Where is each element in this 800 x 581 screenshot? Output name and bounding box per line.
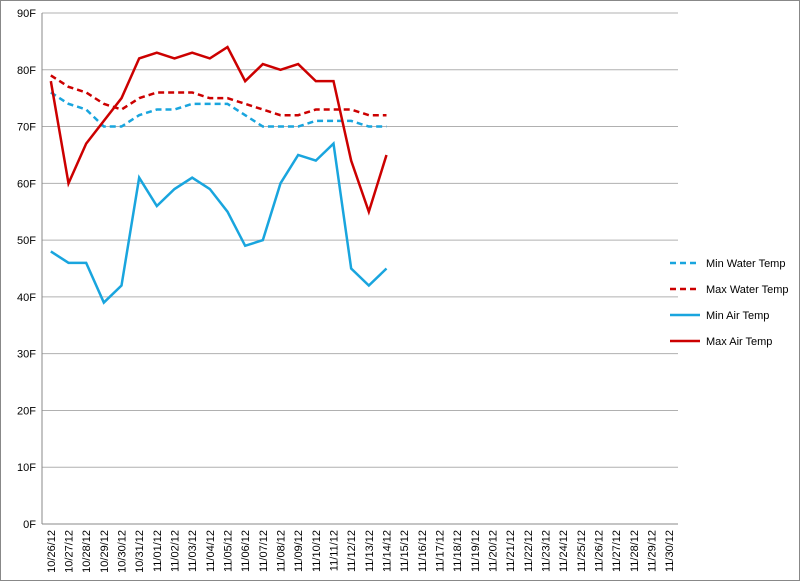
x-tick-label: 11/17/12 [435, 530, 447, 572]
series-line [50, 140, 388, 305]
x-tick-label: 11/06/12 [240, 530, 252, 572]
x-tick-label: 11/13/12 [364, 530, 376, 572]
x-tick-label: 11/01/12 [152, 530, 164, 572]
x-tick-label: 11/15/12 [399, 530, 411, 572]
x-tick-label: 11/25/12 [576, 530, 588, 572]
legend-label: Max Air Temp [706, 336, 772, 348]
x-tick-label: 11/27/12 [611, 530, 623, 572]
x-tick-label: 11/19/12 [470, 530, 482, 572]
x-tick-label: 11/09/12 [293, 530, 305, 572]
x-tick-label: 11/11/12 [329, 530, 341, 571]
x-tick-label: 11/23/12 [541, 530, 553, 572]
series-line [50, 91, 387, 128]
x-tick-label: 11/10/12 [311, 530, 323, 572]
x-tick-label: 11/22/12 [523, 530, 535, 572]
x-tick-label: 11/21/12 [505, 530, 517, 572]
x-tick-label: 10/31/12 [134, 530, 146, 573]
x-tick-label: 11/12/12 [346, 530, 358, 572]
y-tick-label: 50F [17, 235, 36, 247]
x-tick-label: 10/28/12 [81, 530, 93, 573]
y-tick-label: 0F [23, 519, 36, 531]
y-tick-label: 70F [17, 122, 36, 134]
x-tick-label: 11/20/12 [488, 530, 500, 572]
series-line [49, 45, 388, 216]
x-tick-label: 10/29/12 [99, 530, 111, 573]
x-tick-label: 11/24/12 [558, 530, 570, 572]
x-tick-label: 10/27/12 [64, 530, 76, 573]
x-tick-label: 10/26/12 [46, 530, 58, 573]
legend-label: Min Water Temp [706, 258, 785, 270]
y-tick-label: 90F [17, 8, 36, 20]
x-tick-label: 11/26/12 [594, 530, 606, 572]
x-tick-label: 11/14/12 [382, 530, 394, 572]
x-tick-label: 11/04/12 [205, 530, 217, 572]
x-tick-label: 11/29/12 [647, 530, 659, 572]
x-tick-label: 11/05/12 [223, 530, 235, 572]
series-line [50, 74, 387, 117]
y-tick-label: 40F [17, 292, 36, 304]
x-tick-label: 11/16/12 [417, 530, 429, 572]
x-tick-label: 11/18/12 [452, 530, 464, 572]
x-tick-label: 11/07/12 [258, 530, 270, 572]
x-tick-label: 11/02/12 [170, 530, 182, 572]
y-tick-label: 10F [17, 462, 36, 474]
x-tick-label: 10/30/12 [117, 530, 129, 573]
y-tick-label: 30F [17, 349, 36, 361]
y-tick-label: 80F [17, 65, 36, 77]
x-tick-label: 11/30/12 [664, 530, 676, 572]
x-tick-label: 11/03/12 [187, 530, 199, 572]
legend-label: Max Water Temp [706, 284, 789, 296]
y-tick-label: 20F [17, 405, 36, 417]
legend-label: Min Air Temp [706, 310, 769, 322]
x-tick-label: 11/08/12 [276, 530, 288, 572]
x-tick-label: 11/28/12 [629, 530, 641, 572]
y-tick-label: 60F [17, 178, 36, 190]
